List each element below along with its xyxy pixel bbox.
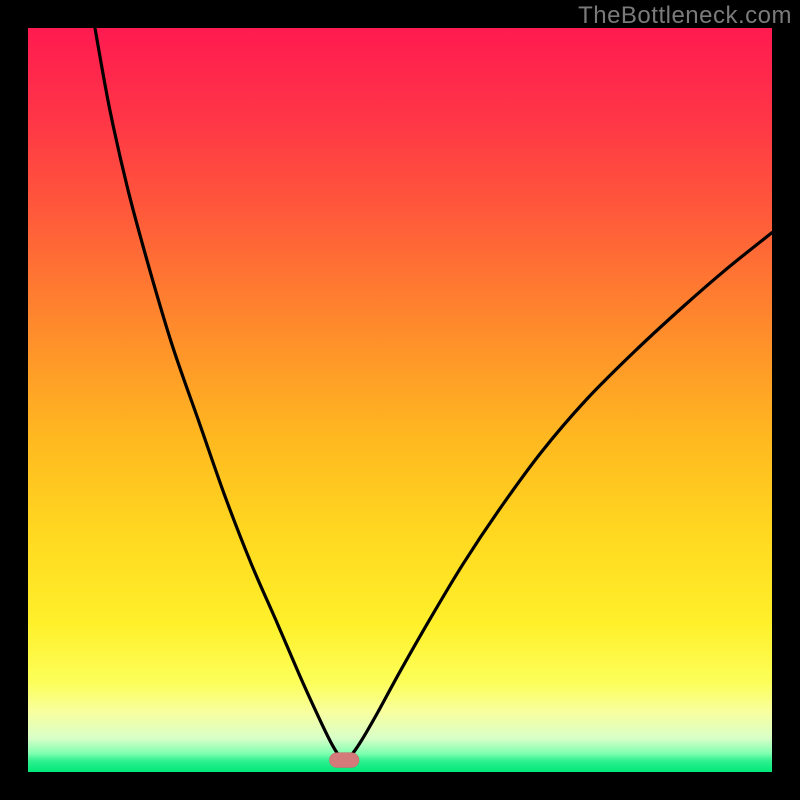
minimum-marker [329, 753, 359, 768]
chart-background [28, 28, 772, 772]
chart-plot [28, 28, 772, 772]
watermark-label: TheBottleneck.com [578, 2, 792, 30]
chart-container: TheBottleneck.com [0, 0, 800, 800]
